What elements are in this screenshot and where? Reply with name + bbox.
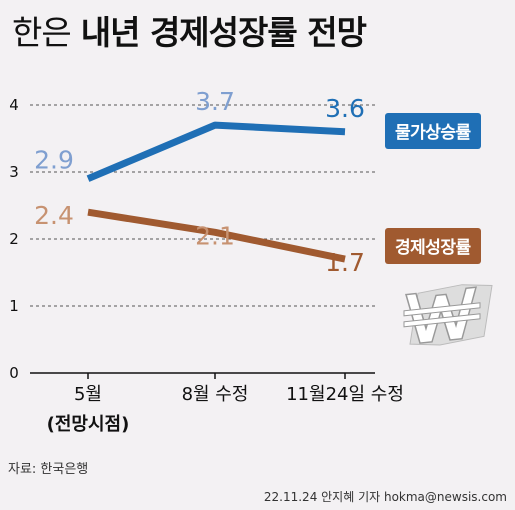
x-tick-sublabel: (전망시점) <box>47 414 130 435</box>
growth-label-nov: 1.7 <box>325 248 365 277</box>
legend-item-inflation: 물가상승률 <box>385 113 481 149</box>
won-symbol-icon <box>403 284 493 346</box>
y-tick-label: 4 <box>9 96 19 114</box>
inflation-label-may: 2.9 <box>34 146 74 175</box>
inflation-label-aug: 3.7 <box>195 87 235 116</box>
x-tick-label: 11월24일 수정 <box>286 384 404 405</box>
title-part-bold: 내년 경제성장률 전망 <box>80 13 367 52</box>
x-tick-label: 8월 수정 <box>182 384 249 405</box>
source-note: 자료: 한국은행 <box>8 462 89 477</box>
title-part-light: 한은 <box>12 13 72 52</box>
legend-item-growth: 경제성장률 <box>385 228 481 264</box>
credit-line: 22.11.24 안지혜 기자 hokma@newsis.com <box>263 490 507 504</box>
won-bar-bottom <box>403 313 481 328</box>
series-line-inflation <box>86 121 346 182</box>
y-tick-label: 2 <box>9 230 19 248</box>
y-tick-label: 0 <box>9 364 19 382</box>
growth-label-may: 2.4 <box>34 201 74 230</box>
series-line-growth <box>87 208 346 263</box>
x-tick-label: 5월 <box>74 384 102 405</box>
y-tick-label: 1 <box>9 297 19 315</box>
inflation-label-nov: 3.6 <box>325 94 365 123</box>
won-bar-top <box>403 302 481 317</box>
chart-title: 한은 내년 경제성장률 전망 <box>12 6 367 54</box>
growth-label-aug: 2.1 <box>195 221 235 250</box>
y-tick-label: 3 <box>9 163 19 181</box>
